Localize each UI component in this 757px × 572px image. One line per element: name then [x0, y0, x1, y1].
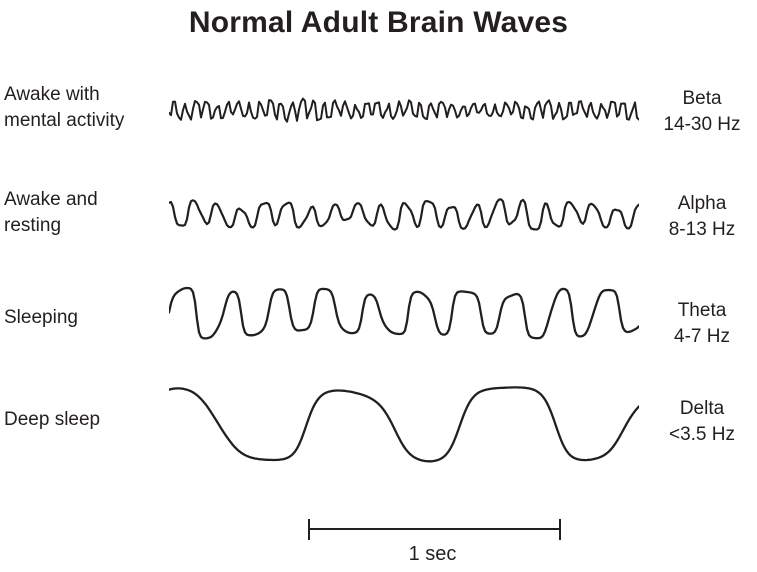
beta-wave-trace [169, 97, 639, 123]
band-name: Theta [677, 300, 727, 321]
band-frequency: 4-7 Hz [674, 326, 730, 347]
time-scale-label: 1 sec [408, 543, 457, 565]
band-name: Delta [679, 398, 725, 419]
state-label-alpha: Awake and resting [4, 187, 164, 239]
state-label-line2: mental activity [4, 110, 125, 131]
band-label-delta: Delta <3.5 Hz [650, 396, 754, 448]
band-label-alpha: Alpha 8-13 Hz [650, 191, 754, 243]
state-label-line1: Awake with [4, 84, 100, 105]
state-label-delta: Deep sleep [4, 407, 164, 433]
band-frequency: 8-13 Hz [668, 219, 736, 240]
band-label-beta: Beta 14-30 Hz [650, 86, 754, 138]
band-frequency: 14-30 Hz [663, 114, 741, 135]
state-label-line2: resting [4, 215, 62, 236]
band-name: Alpha [677, 193, 727, 214]
state-label-beta: Awake with mental activity [4, 82, 164, 134]
band-name: Beta [682, 88, 722, 109]
band-label-theta: Theta 4-7 Hz [650, 298, 754, 350]
state-label-line1: Awake and [4, 189, 98, 210]
diagram-title: Normal Adult Brain Waves [188, 6, 569, 39]
state-label-theta: Sleeping [4, 305, 164, 331]
delta-wave-trace [169, 386, 639, 463]
theta-wave-trace [169, 286, 639, 340]
time-scale-bar [308, 519, 561, 540]
state-label-line1: Sleeping [4, 307, 78, 328]
state-label-line1: Deep sleep [4, 409, 101, 430]
time-scale-line [310, 528, 559, 530]
alpha-wave-trace [169, 198, 639, 231]
band-frequency: <3.5 Hz [668, 424, 735, 445]
